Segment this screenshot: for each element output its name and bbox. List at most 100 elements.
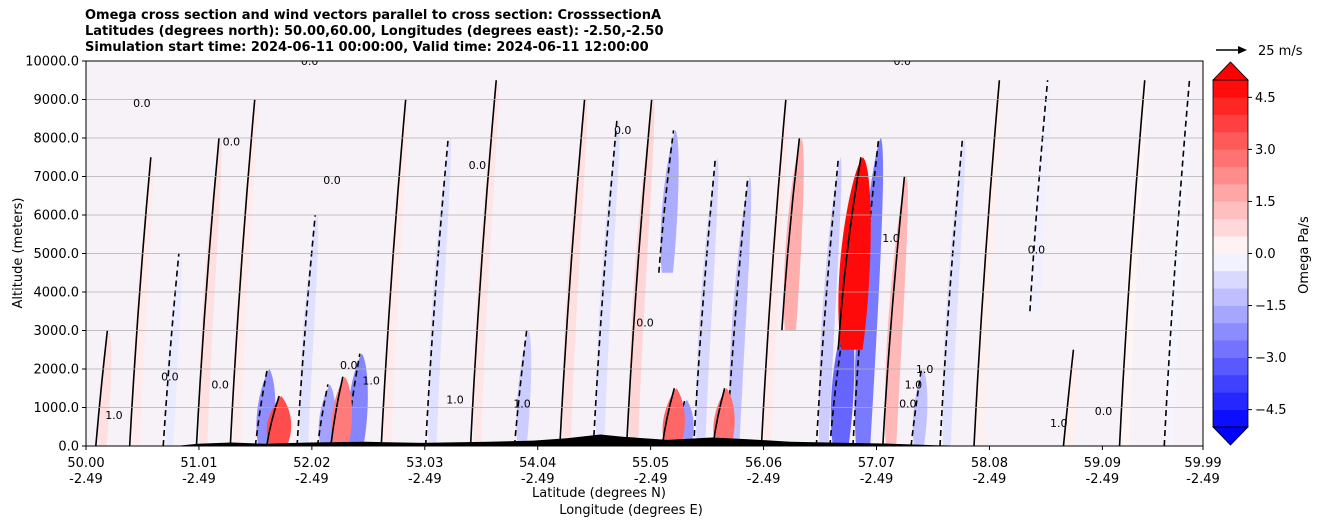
omega-band	[662, 388, 685, 446]
colorbar-segment	[1213, 97, 1248, 115]
omega-contour-line	[265, 395, 280, 446]
colorbar-segment	[1213, 288, 1248, 306]
colorbar-extend-min	[1212, 426, 1249, 446]
omega-contour-line	[513, 330, 528, 446]
title-line-1: Omega cross section and wind vectors par…	[85, 8, 662, 23]
contour-label: 0.0	[323, 174, 341, 187]
omega-band	[132, 157, 154, 446]
x-tick-label-lat: 51.01	[180, 456, 217, 471]
omega-contour-line	[95, 330, 109, 446]
terrain-fill	[86, 434, 1203, 446]
colorbar: 4.5 3.0 1.5 0.0 −1.5 −3.0 −4.5	[1212, 61, 1287, 446]
omega-contour-line	[559, 99, 586, 446]
omega-band	[347, 353, 368, 446]
x-tick-label-lon: -2.49	[1186, 472, 1220, 487]
x-tick-label-lat: 54.04	[519, 456, 556, 471]
contour-label: 1.0	[362, 374, 380, 387]
omega-contour-line	[1118, 80, 1146, 446]
x-axis: 50.00-2.4951.01-2.4952.02-2.4953.03-2.49…	[67, 446, 1222, 487]
contour-label: 0.0	[161, 371, 179, 384]
contour-label: 1.0	[1050, 417, 1068, 430]
contour-label: 0.0	[636, 317, 654, 330]
colorbar-tick-label: −4.5	[1255, 403, 1287, 418]
x-tick-label-lon: -2.49	[634, 472, 668, 487]
colorbar-tick-label: −3.0	[1255, 351, 1287, 366]
omega-contour-line	[128, 157, 152, 446]
x-axis-label-latitude: Latitude (degrees N)	[532, 486, 666, 501]
colorbar-segment	[1213, 80, 1248, 98]
omega-contour-line	[380, 99, 407, 446]
terrain-profile	[86, 434, 1203, 446]
omega-band	[1065, 349, 1078, 446]
quiver-key: 25 m/s	[1216, 44, 1303, 59]
x-tick-label-lon: -2.49	[182, 472, 216, 487]
contour-label: 1.0	[513, 398, 531, 411]
omega-contour-line	[162, 253, 180, 446]
omega-contour-line	[254, 368, 269, 446]
omega-contour-line	[625, 99, 653, 446]
y-tick-label: 0.0	[58, 440, 79, 455]
contour-label: 0.0	[614, 124, 632, 137]
y-tick-label: 9000.0	[34, 93, 80, 108]
y-tick-label: 4000.0	[34, 286, 80, 301]
x-tick-label-lon: -2.49	[860, 472, 894, 487]
colorbar-segment	[1213, 114, 1248, 133]
contour-label: 0.0	[893, 55, 911, 68]
y-tick-label: 8000.0	[34, 132, 80, 147]
colorbar-segment	[1213, 322, 1248, 341]
contour-label: 1.0	[446, 394, 464, 407]
omega-band	[783, 138, 804, 331]
colorbar-segment	[1213, 374, 1248, 393]
x-tick-label-lon: -2.49	[408, 472, 442, 487]
x-tick-label-lat: 59.99	[1184, 456, 1221, 471]
colorbar-segment	[1213, 236, 1248, 254]
y-tick-label: 1000.0	[34, 401, 80, 416]
colorbar-tick-label: 0.0	[1255, 247, 1276, 262]
colorbar-extend-max	[1212, 61, 1249, 81]
omega-band	[232, 99, 258, 446]
contour-labels: 1.0 0.0 0.0 0.0 1.0 1.0 1.0 0.0 1.0 1.0 0.0 1.0 1.0 0…	[105, 55, 1113, 430]
title-line-3: Simulation start time: 2024-06-11 00:00:…	[85, 40, 649, 55]
contour-label: 0.0	[1028, 244, 1046, 257]
title-line-2: Latitudes (degrees north): 50.00,60.00, …	[85, 24, 664, 39]
colorbar-tick-label: −1.5	[1255, 299, 1287, 314]
contour-label: 0.0	[1095, 405, 1113, 418]
omega-band	[562, 99, 588, 446]
colorbar-segment	[1213, 305, 1248, 324]
colorbar-segment	[1213, 166, 1248, 185]
omega-band	[318, 384, 336, 446]
omega-band	[696, 157, 719, 446]
omega-band	[764, 99, 789, 446]
omega-contour-line	[1029, 80, 1049, 312]
omega-contour-line	[658, 130, 675, 273]
omega-band	[976, 80, 1002, 446]
x-tick-label-lat: 52.02	[293, 456, 330, 471]
colorbar-label: Omega Pa/s	[1297, 216, 1312, 294]
omega-band	[331, 376, 353, 446]
omega-band	[516, 330, 532, 446]
colorbar-segment	[1213, 184, 1248, 202]
x-tick-label-lat: 50.00	[67, 456, 104, 471]
omega-contour-line	[329, 376, 344, 446]
x-tick-label-lon: -2.49	[521, 472, 555, 487]
quiver-key-label: 25 m/s	[1258, 44, 1303, 59]
omega-contour-line	[910, 368, 923, 446]
contour-label: 0.0	[133, 97, 151, 110]
x-tick-label-lat: 59.09	[1084, 456, 1121, 471]
horizontal-grid	[86, 99, 1203, 408]
omega-band	[266, 395, 292, 446]
omega-contour-line	[1163, 80, 1191, 446]
x-tick-label-lat: 53.03	[406, 456, 443, 471]
omega-contour-line	[592, 118, 618, 446]
x-tick-label-lat: 57.07	[858, 456, 895, 471]
omega-band	[473, 80, 499, 446]
omega-contour-line	[692, 157, 717, 446]
omega-contour-line	[229, 99, 256, 446]
y-tick-label: 3000.0	[34, 324, 80, 339]
omega-band	[383, 99, 409, 446]
omega-contour-line	[345, 353, 361, 446]
x-tick-label-lon: -2.49	[295, 472, 329, 487]
omega-band	[165, 253, 182, 446]
colorbar-tick-label: 1.5	[1255, 195, 1276, 210]
y-tick-label: 2000.0	[34, 363, 80, 378]
